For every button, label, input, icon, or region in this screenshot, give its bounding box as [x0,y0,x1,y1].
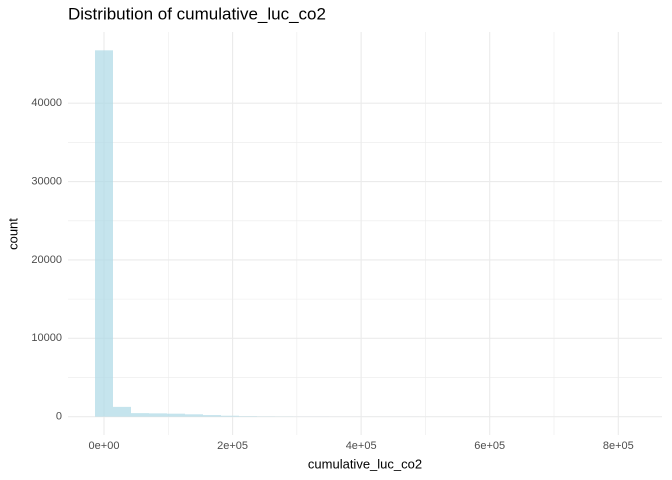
y-tick-label: 30000 [31,175,62,187]
bar [221,415,239,417]
bar [167,413,185,417]
y-axis-title: count [5,218,20,250]
x-tick-label: 4e+05 [346,440,377,452]
x-axis-title: cumulative_luc_co2 [308,456,422,471]
x-tick-label: 2e+05 [217,440,248,452]
bar [203,415,221,417]
bar [185,414,203,417]
bar [95,50,113,417]
y-tick-label: 0 [56,411,62,423]
bar [131,413,149,417]
y-tick-label: 20000 [31,254,62,266]
x-tick-label: 6e+05 [474,440,505,452]
bar [149,413,167,417]
y-tick-label: 40000 [31,97,62,109]
x-tick-label: 0e+00 [89,440,120,452]
y-tick-label: 10000 [31,332,62,344]
bar [113,406,131,417]
x-tick-label: 8e+05 [603,440,634,452]
chart-title: Distribution of cumulative_luc_co2 [68,4,326,23]
